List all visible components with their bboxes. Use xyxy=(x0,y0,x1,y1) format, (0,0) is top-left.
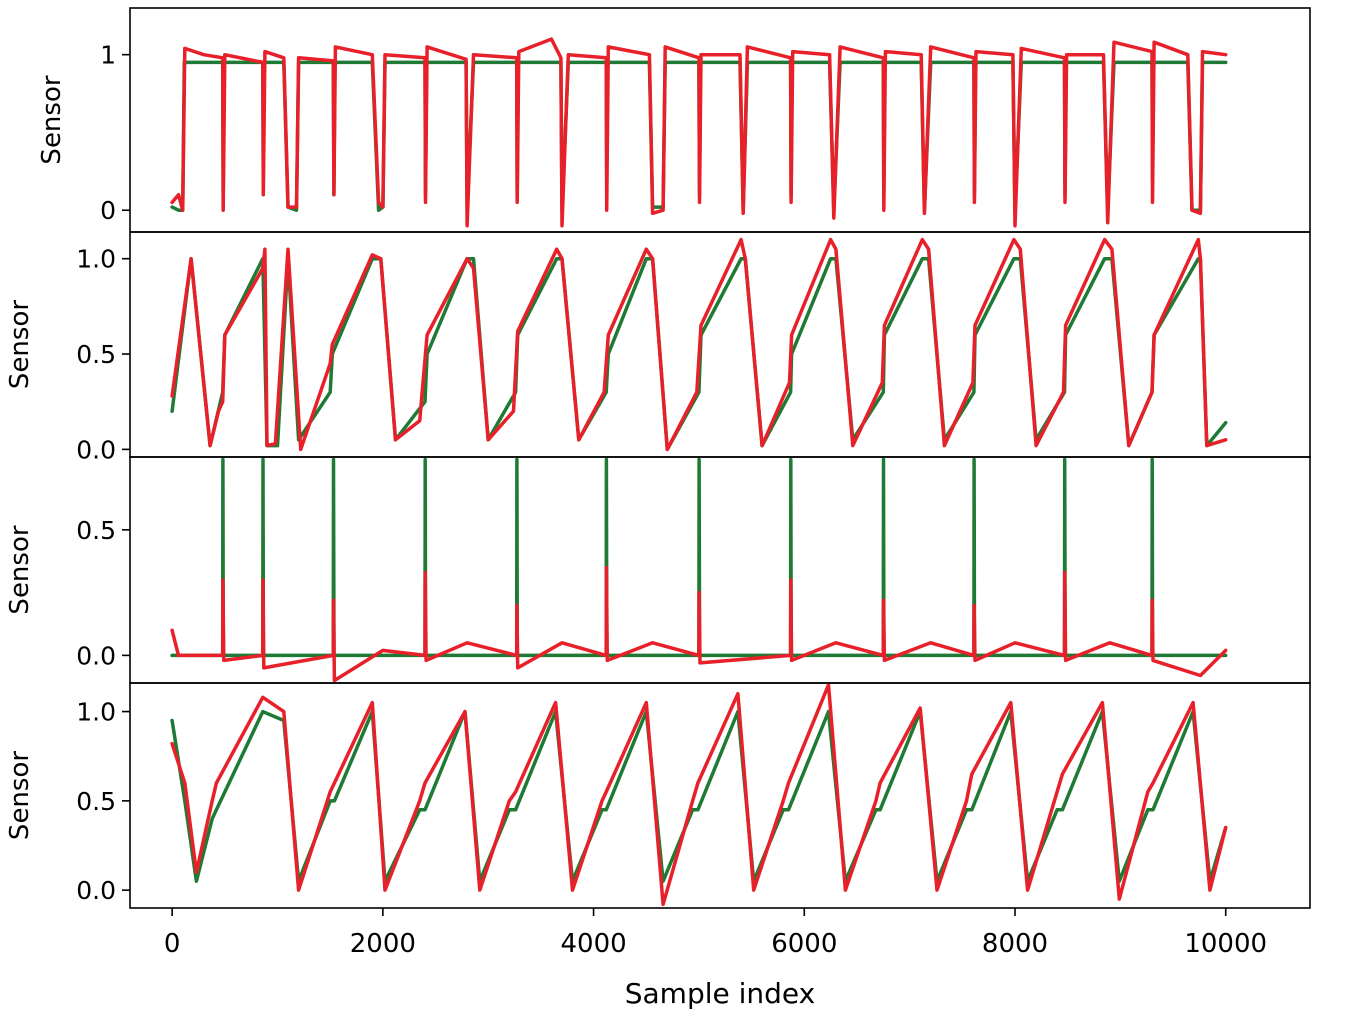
panel-2-ytick-label: 0.5 xyxy=(76,340,116,369)
panel-4-series-2-line xyxy=(170,683,1228,907)
x-tick-label: 8000 xyxy=(982,929,1048,959)
panel-1-series-2-line xyxy=(170,37,1228,228)
panel-4-ytick-label: 0.0 xyxy=(76,876,116,905)
panel-4-ytick-label: 1.0 xyxy=(76,698,116,727)
panel-2-frame xyxy=(129,231,1311,458)
panel-3-series-2-line xyxy=(170,565,1228,683)
x-tick-label: 6000 xyxy=(771,929,837,959)
panel-4-series-1-line xyxy=(170,709,1228,883)
panel-3-series-1-line xyxy=(170,457,1228,658)
panel-3-ylabel: Sensor xyxy=(5,525,35,614)
panel-3-ytick-label: 0.0 xyxy=(76,641,116,670)
panel-1-ytick-label: 0 xyxy=(100,196,116,225)
panel-2-series-2-line xyxy=(170,237,1228,452)
panel-2-ytick-label: 0.0 xyxy=(76,435,116,464)
panel-3-ytick-label: 0.5 xyxy=(76,516,116,545)
panel-4-frame xyxy=(129,682,1311,909)
x-tick-label: 10000 xyxy=(1184,929,1267,959)
panel-2-ylabel: Sensor xyxy=(5,300,35,389)
panel-4-ytick-label: 0.5 xyxy=(76,787,116,816)
panel-4-ylabel: Sensor xyxy=(5,751,35,840)
panel-1-ylabel: Sensor xyxy=(37,75,67,164)
x-tick-label: 4000 xyxy=(560,929,626,959)
x-axis-label: Sample index xyxy=(625,977,816,1010)
panel-1-ytick-label: 1 xyxy=(100,41,116,70)
panel-2-ytick-label: 1.0 xyxy=(76,245,116,274)
panel-1-frame xyxy=(129,7,1311,233)
x-tick-label: 2000 xyxy=(350,929,416,959)
x-tick-label: 0 xyxy=(164,929,181,959)
